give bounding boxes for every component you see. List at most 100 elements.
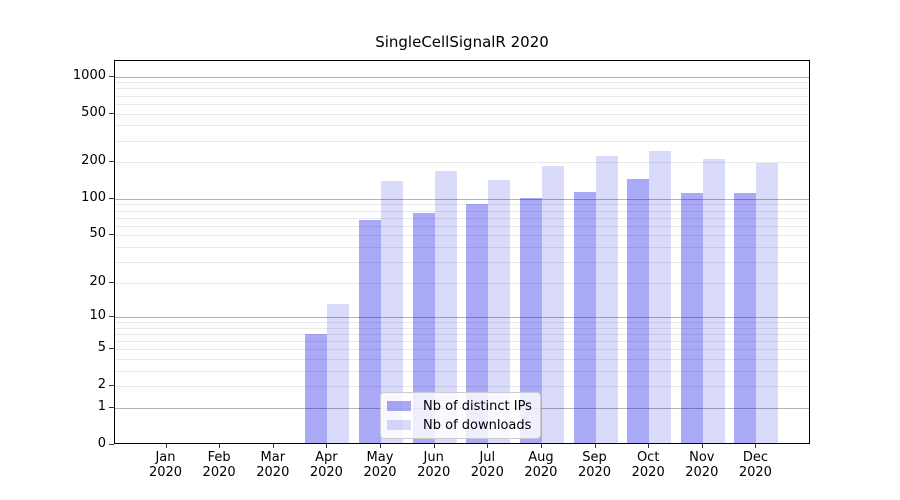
x-tick-label: Feb 2020 bbox=[188, 450, 250, 480]
bar-distinct-ips-jun bbox=[412, 213, 435, 443]
minor-gridline bbox=[115, 235, 809, 237]
x-tick-year: 2020 bbox=[256, 465, 290, 480]
y-tick-mark bbox=[109, 316, 114, 318]
x-tick-month: May bbox=[366, 450, 394, 465]
major-gridline bbox=[115, 317, 809, 319]
y-tick-mark bbox=[109, 385, 114, 387]
x-tick-year: 2020 bbox=[685, 465, 719, 480]
y-tick-mark bbox=[109, 281, 114, 283]
x-tick-month: Jul bbox=[479, 450, 496, 465]
bar-distinct-ips-sep bbox=[573, 192, 596, 443]
minor-gridline bbox=[115, 204, 809, 206]
x-tick-month: Aug bbox=[528, 450, 554, 465]
bar-downloads-oct bbox=[649, 150, 672, 443]
minor-gridline bbox=[115, 334, 809, 336]
y-tick-mark bbox=[109, 75, 114, 77]
bar-distinct-ips-nov bbox=[680, 193, 703, 443]
minor-gridline bbox=[115, 261, 809, 263]
x-tick-label: Sep 2020 bbox=[564, 450, 626, 480]
x-tick-month: Oct bbox=[636, 450, 660, 465]
x-tick-year: 2020 bbox=[577, 465, 612, 480]
y-tick-mark bbox=[109, 348, 114, 350]
bar-downloads-jul bbox=[488, 179, 511, 443]
x-tick-mark bbox=[165, 444, 167, 448]
plot-area bbox=[114, 60, 810, 444]
minor-gridline bbox=[115, 210, 809, 212]
x-tick-year: 2020 bbox=[417, 465, 451, 480]
bar-downloads-nov bbox=[702, 158, 725, 443]
x-tick-label: Jan 2020 bbox=[135, 450, 197, 480]
x-tick-mark bbox=[326, 444, 328, 448]
bar-distinct-ips-apr bbox=[305, 334, 328, 443]
minor-gridline bbox=[115, 225, 809, 227]
minor-gridline bbox=[115, 113, 809, 115]
bar-downloads-sep bbox=[595, 156, 618, 443]
minor-gridline bbox=[115, 125, 809, 127]
bar-downloads-dec bbox=[756, 163, 779, 443]
x-tick-year: 2020 bbox=[309, 465, 343, 480]
minor-gridline bbox=[115, 162, 809, 164]
x-tick-label: Apr 2020 bbox=[295, 450, 357, 480]
bar-distinct-ips-dec bbox=[734, 193, 757, 443]
x-tick-month: Dec bbox=[742, 450, 768, 465]
bar-downloads-apr bbox=[327, 304, 350, 443]
bar-distinct-ips-aug bbox=[519, 198, 542, 443]
bar-distinct-ips-may bbox=[359, 220, 381, 443]
legend-item-downloads: Nb of downloads bbox=[387, 418, 532, 433]
y-tick-label: 200 bbox=[81, 153, 106, 169]
x-tick-label: Aug 2020 bbox=[510, 450, 572, 480]
bar-downloads-may bbox=[381, 180, 403, 443]
x-tick-month: Sep bbox=[582, 450, 607, 465]
legend-item-distinct-ips: Nb of distinct IPs bbox=[387, 399, 532, 414]
x-tick-label: Oct 2020 bbox=[617, 450, 679, 480]
x-tick-label: Jun 2020 bbox=[403, 450, 465, 480]
bar-downloads-jun bbox=[434, 170, 457, 443]
minor-gridline bbox=[115, 247, 809, 248]
x-tick-year: 2020 bbox=[148, 465, 183, 480]
minor-gridline bbox=[115, 341, 809, 343]
x-tick-mark bbox=[755, 444, 757, 448]
x-tick-month: Feb bbox=[207, 450, 231, 465]
y-tick-label: 100 bbox=[81, 189, 106, 205]
x-tick-year: 2020 bbox=[202, 465, 236, 480]
x-tick-label: Nov 2020 bbox=[671, 450, 733, 480]
y-tick-label: 5 bbox=[97, 340, 106, 356]
y-tick-label: 1 bbox=[97, 399, 106, 414]
x-tick-mark bbox=[594, 444, 596, 448]
x-tick-month: Nov bbox=[689, 450, 715, 465]
legend-label-distinct-ips: Nb of distinct IPs bbox=[423, 398, 532, 414]
y-tick-label: 50 bbox=[89, 226, 106, 242]
minor-gridline bbox=[115, 282, 809, 284]
major-gridline bbox=[115, 198, 809, 200]
minor-gridline bbox=[115, 371, 809, 373]
y-tick-mark bbox=[109, 112, 114, 114]
x-tick-month: Apr bbox=[315, 450, 338, 465]
minor-gridline bbox=[115, 103, 809, 105]
minor-gridline bbox=[115, 327, 809, 329]
minor-gridline bbox=[115, 82, 809, 84]
x-tick-mark bbox=[648, 444, 650, 448]
legend-swatch-downloads bbox=[387, 420, 411, 430]
x-tick-mark bbox=[540, 444, 542, 448]
bar-downloads-aug bbox=[541, 165, 564, 443]
minor-gridline bbox=[115, 322, 809, 324]
y-tick-label: 1000 bbox=[72, 67, 106, 83]
y-tick-mark bbox=[109, 197, 114, 199]
chart-title: SingleCellSignalR 2020 bbox=[375, 33, 549, 51]
minor-gridline bbox=[115, 88, 809, 90]
y-tick-mark bbox=[109, 234, 114, 236]
major-gridline bbox=[115, 76, 809, 78]
x-tick-label: Jul 2020 bbox=[456, 450, 518, 480]
x-tick-mark bbox=[380, 444, 381, 448]
y-tick-label: 2 bbox=[97, 377, 106, 393]
x-tick-month: Jan bbox=[155, 450, 176, 465]
x-tick-year: 2020 bbox=[631, 465, 665, 480]
x-tick-mark bbox=[487, 444, 489, 448]
x-tick-label: Mar 2020 bbox=[242, 450, 304, 480]
x-tick-month: Jun bbox=[423, 450, 444, 465]
y-tick-mark bbox=[109, 161, 114, 163]
x-tick-mark bbox=[219, 444, 221, 448]
x-tick-label: May 2020 bbox=[349, 450, 411, 480]
minor-gridline bbox=[115, 140, 809, 142]
